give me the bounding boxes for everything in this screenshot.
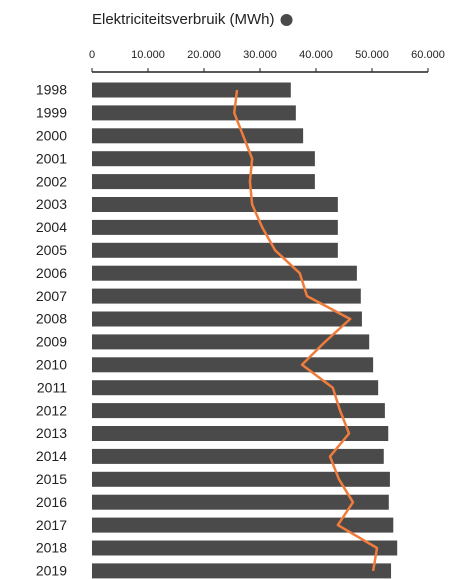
y-tick-label: 2019 [36,563,67,579]
y-tick-label: 2005 [36,242,67,258]
y-tick-label: 2002 [36,173,67,189]
y-tick-label: 2011 [37,379,67,395]
line [232,89,379,572]
bar [92,403,385,419]
y-tick-label: 2014 [36,448,67,464]
y-tick-label: 2017 [36,517,67,533]
bar [92,334,370,350]
y-tick-label: 1999 [36,105,67,121]
legend-marker [280,14,293,26]
y-tick-label: 2001 [36,150,67,166]
bar [92,242,338,258]
y-tick-label: 2012 [36,402,67,418]
y-tick-label: 2015 [36,471,67,487]
bar [92,265,357,281]
x-tick-label: 30.000 [243,49,277,61]
bar [92,426,389,441]
y-tick-label: 2000 [36,128,67,144]
y-tick-label: 2008 [36,311,67,327]
bar [92,380,379,396]
y-tick-label: 2013 [36,425,67,441]
x-tick-label: 40.000 [299,49,333,61]
bar [92,105,296,121]
bar [92,448,384,464]
y-tick-label: 2006 [36,265,67,281]
y-tick-label: 2003 [36,196,67,212]
x-tick-label: 20.000 [187,49,221,61]
bar [92,197,338,212]
bar [92,471,390,487]
bar [92,517,394,533]
bar [92,288,361,304]
bar [92,563,392,579]
bar [92,174,315,190]
x-tick-label: 0 [89,49,95,61]
y-tick-label: 2010 [36,357,67,373]
bar [92,357,374,373]
y-tick-label: 2007 [36,288,67,304]
bar [92,128,304,144]
y-tick-label: 2009 [36,334,67,350]
y-tick-label: 2018 [36,540,67,556]
y-tick-label: 2016 [36,494,67,510]
bar [92,219,338,235]
y-tick-label: 1998 [36,82,67,98]
bar [92,82,291,98]
bar [92,311,362,327]
bar [92,151,315,167]
x-tick-label: 50.000 [355,49,389,61]
x-tick-label: 60.000 [411,49,445,61]
x-tick-label: 10.000 [131,49,165,61]
bar [92,540,398,556]
y-tick-label: 2004 [36,219,67,235]
legend-label: Elektriciteitsverbruik (MWh) [92,11,275,28]
bar [92,494,389,510]
